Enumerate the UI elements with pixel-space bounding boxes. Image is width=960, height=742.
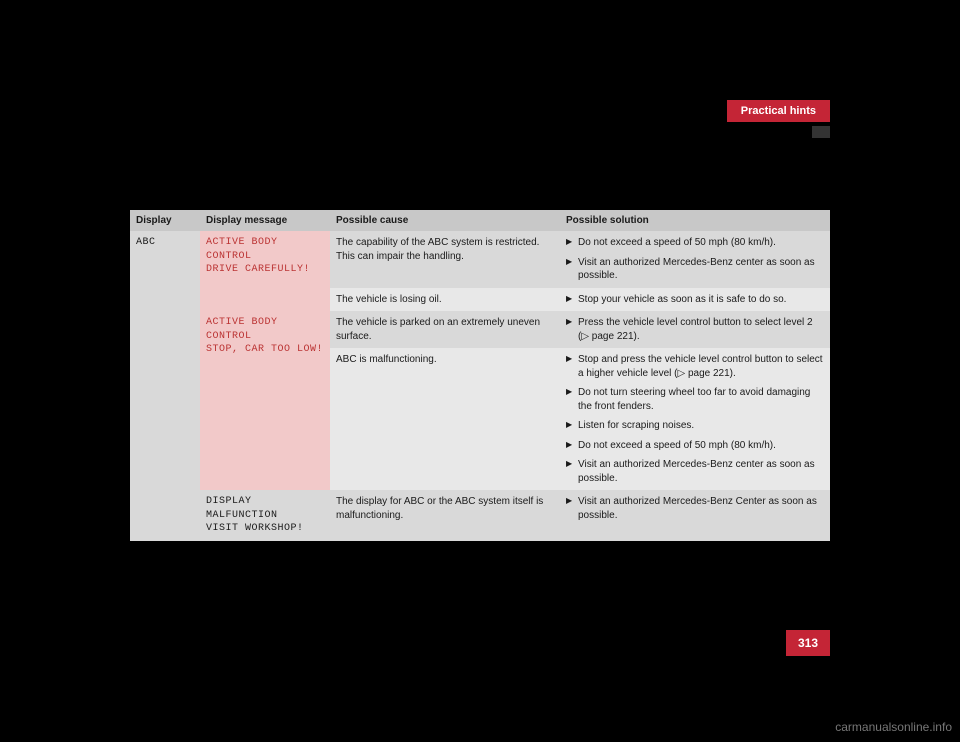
table-row: DISPLAY MALFUNCTION VISIT WORKSHOP! The …: [130, 490, 830, 541]
cell-solution: Press the vehicle level control button t…: [560, 311, 830, 348]
cell-cause: ABC is malfunctioning.: [330, 348, 560, 490]
solution-item: Do not exceed a speed of 50 mph (80 km/h…: [566, 236, 824, 250]
cell-cause: The capability of the ABC system is rest…: [330, 231, 560, 288]
cell-cause: The display for ABC or the ABC system it…: [330, 490, 560, 541]
cell-display: ABC: [130, 231, 200, 541]
cell-solution: Stop your vehicle as soon as it is safe …: [560, 288, 830, 312]
section-label: Text messages: [130, 195, 201, 206]
page-flag-icon: [812, 126, 830, 138]
cell-cause: The vehicle is losing oil.: [330, 288, 560, 312]
cell-message: ACTIVE BODY CONTROL STOP, CAR TOO LOW!: [200, 311, 330, 490]
table-header-row: Display Display message Possible cause P…: [130, 210, 830, 231]
section-subtitle: What to do if …?: [727, 126, 830, 138]
solution-item: Visit an authorized Mercedes-Benz center…: [566, 458, 824, 485]
solution-item: Visit an authorized Mercedes-Benz Center…: [566, 495, 824, 522]
cell-message: ACTIVE BODY CONTROL DRIVE CAREFULLY!: [200, 231, 330, 311]
page-number-tab: 313: [786, 630, 830, 656]
th-cause: Possible cause: [330, 210, 560, 231]
section-tab: Practical hints: [727, 100, 830, 122]
solution-item: Do not turn steering wheel too far to av…: [566, 386, 824, 413]
solution-item: Visit an authorized Mercedes-Benz center…: [566, 256, 824, 283]
solution-item: Do not exceed a speed of 50 mph (80 km/h…: [566, 439, 824, 453]
th-message: Display message: [200, 210, 330, 231]
subtitle-text: What to do if …?: [727, 127, 806, 138]
cell-solution: Do not exceed a speed of 50 mph (80 km/h…: [560, 231, 830, 288]
watermark: carmanualsonline.info: [835, 720, 952, 734]
messages-table: Display Display message Possible cause P…: [130, 210, 830, 541]
solution-item: Listen for scraping noises.: [566, 419, 824, 433]
solution-item: Stop and press the vehicle level control…: [566, 353, 824, 380]
table-row: ACTIVE BODY CONTROL STOP, CAR TOO LOW! T…: [130, 311, 830, 348]
th-display: Display: [130, 210, 200, 231]
solution-item: Stop your vehicle as soon as it is safe …: [566, 293, 824, 307]
cell-message: DISPLAY MALFUNCTION VISIT WORKSHOP!: [200, 490, 330, 541]
cell-solution: Visit an authorized Mercedes-Benz Center…: [560, 490, 830, 541]
cell-solution: Stop and press the vehicle level control…: [560, 348, 830, 490]
solution-item: Press the vehicle level control button t…: [566, 316, 824, 343]
th-solution: Possible solution: [560, 210, 830, 231]
table-row: ABC ACTIVE BODY CONTROL DRIVE CAREFULLY!…: [130, 231, 830, 288]
cell-cause: The vehicle is parked on an extremely un…: [330, 311, 560, 348]
